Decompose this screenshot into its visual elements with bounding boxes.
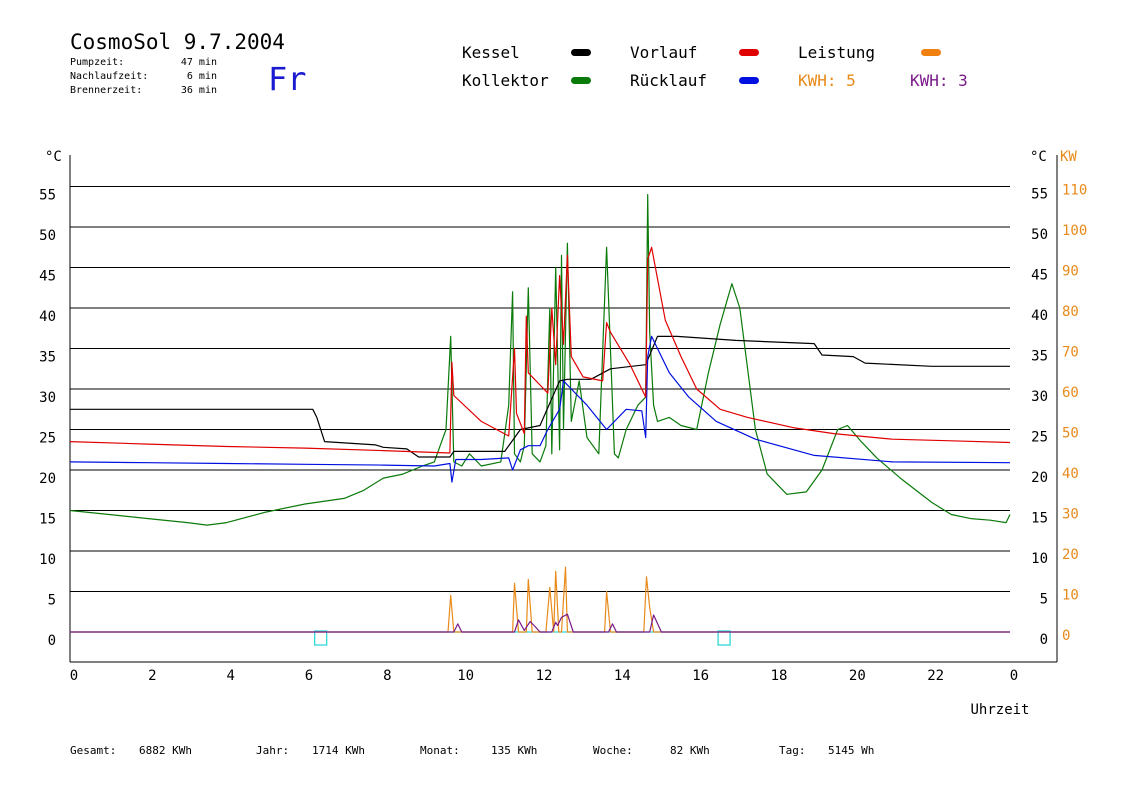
x-tick-label: 22 [927,668,944,684]
kw-tick-label: 60 [1062,385,1079,401]
legend-swatch-leistung [921,49,941,56]
legend-label-vorlauf: Vorlauf [630,43,698,62]
x-axis-label: Uhrzeit [970,702,1029,718]
y-tick-label-right: 0 [1040,632,1048,648]
kw-tick-label: 90 [1062,264,1079,280]
stat-value-pumpzeit: 47 min [180,57,217,68]
legend-label-leistung: Leistung [798,43,876,62]
y-tick-label-right: 40 [1031,308,1048,324]
legend-label-ruecklauf: Rücklauf [630,71,708,90]
y-tick-label-left: 40 [39,309,56,325]
y-tick-label-left: 10 [39,552,56,568]
y-tick-label-right: 10 [1031,551,1048,567]
y-tick-label-right: 20 [1031,470,1048,486]
x-tick-label: 8 [383,668,391,684]
kw-tick-label: 30 [1062,507,1079,523]
legend-kwh-2: KWH: 3 [910,71,968,90]
series-line-leistung [70,566,1010,633]
footer-label-jahr: Jahr: [256,744,290,757]
pump-marker [717,630,731,646]
y-axis-unit-left: °C [45,149,62,165]
footer-label-woche: Woche: [593,744,633,757]
stat-label-brennerzeit: Brennerzeit: [70,85,143,96]
y-tick-label-right: 25 [1031,430,1048,446]
y-tick-label-right: 35 [1031,349,1048,365]
pump-marker [314,630,328,646]
y-tick-label-left: 20 [39,471,56,487]
x-tick-label: 16 [692,668,709,684]
x-tick-label: 0 [1010,668,1018,684]
x-tick-label: 14 [614,668,631,684]
stat-label-nachlaufzeit: Nachlaufzeit: [70,71,149,82]
series-line-kollektor [69,194,1011,526]
kw-tick-label: 100 [1062,223,1087,239]
series-line-kessel [70,335,1010,458]
kw-tick-label: 50 [1062,426,1079,442]
stat-label-pumpzeit: Pumpzeit: [70,57,125,68]
footer-label-monat: Monat: [420,744,460,757]
footer-label-gesamt: Gesamt: [70,744,117,757]
kw-tick-label: 20 [1062,547,1079,563]
y-tick-label-left: 30 [39,390,56,406]
series-line-vorlauf [69,246,1011,454]
y-tick-label-left: 15 [39,512,56,528]
y-tick-label-left: 25 [39,431,56,447]
y-tick-label-right: 50 [1031,227,1048,243]
y-tick-label-right: 5 [1040,592,1048,608]
legend-swatch-kessel [571,49,591,56]
kw-tick-label: 70 [1062,345,1079,361]
y-axis-unit-right: °C [1030,149,1047,165]
x-tick-label: 18 [771,668,788,684]
x-tick-label: 12 [536,668,553,684]
x-tick-label: 4 [226,668,234,684]
y-tick-label-left: 35 [39,350,56,366]
y-tick-label-right: 15 [1031,511,1048,527]
legend-swatch-kollektor [571,77,591,84]
stat-value-nachlaufzeit: 6 min [186,71,217,82]
y-tick-label-left: 55 [39,188,56,204]
y-tick-label-left: 5 [48,593,56,609]
legend-swatch-vorlauf [739,49,759,56]
x-tick-label: 2 [148,668,156,684]
x-tick-label: 0 [70,668,78,684]
stat-value-brennerzeit: 36 min [180,85,217,96]
kw-tick-label: 80 [1062,304,1079,320]
y-tick-label-left: 45 [39,269,56,285]
kw-tick-label: 40 [1062,466,1079,482]
x-tick-label: 6 [305,668,313,684]
y-tick-label-left: 50 [39,228,56,244]
kw-tick-label: 10 [1062,588,1079,604]
footer-value-jahr: 1714 KWh [312,744,365,757]
y-tick-label-right: 55 [1031,187,1048,203]
kw-tick-label: 0 [1062,628,1070,644]
footer-value-monat: 135 KWh [491,744,538,757]
footer-label-tag: Tag: [779,744,806,757]
weekday-label: Fr [268,60,307,98]
y-tick-label-right: 45 [1031,268,1048,284]
legend-swatch-ruecklauf [739,77,759,84]
series-line-r-cklauf [69,335,1011,483]
footer-value-gesamt: 6882 KWh [139,744,192,757]
page-title: CosmoSol 9.7.2004 [70,30,285,54]
x-tick-label: 20 [849,668,866,684]
footer-value-woche: 82 KWh [670,744,710,757]
legend-kwh-1: KWH: 5 [798,71,856,90]
legend-label-kollektor: Kollektor [462,71,549,90]
x-tick-label: 10 [457,668,474,684]
footer-value-tag: 5145 Wh [828,744,875,757]
kw-axis-unit: KW [1060,149,1077,165]
y-tick-label-left: 0 [48,633,56,649]
series-line-kwh-3 [70,613,1010,633]
legend-label-kessel: Kessel [462,43,520,62]
kw-tick-label: 110 [1062,183,1087,199]
y-tick-label-right: 30 [1031,389,1048,405]
